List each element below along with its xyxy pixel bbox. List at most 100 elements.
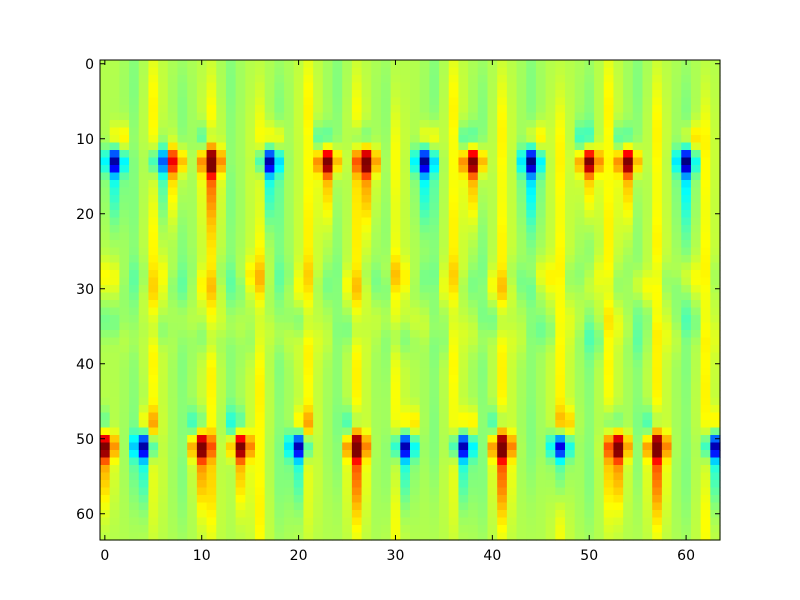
- heatmap-cell: [100, 105, 111, 114]
- heatmap-cell: [351, 255, 363, 264]
- heatmap-cell: [216, 97, 227, 106]
- heatmap-cell: [313, 165, 324, 174]
- heatmap-cell: [584, 510, 595, 519]
- heatmap-cell: [303, 255, 314, 264]
- heatmap-cell: [487, 397, 498, 406]
- heatmap-cell: [206, 337, 217, 346]
- heatmap-cell: [410, 465, 421, 474]
- heatmap-cell: [584, 465, 595, 474]
- heatmap-cell: [642, 510, 653, 519]
- heatmap-cell: [535, 412, 547, 421]
- heatmap-cell: [429, 157, 440, 166]
- heatmap-cell: [468, 427, 479, 436]
- heatmap-cell: [652, 225, 663, 234]
- heatmap-cell: [158, 457, 169, 466]
- heatmap-cell: [264, 210, 275, 219]
- heatmap-cell: [477, 307, 489, 316]
- heatmap-cell: [671, 202, 682, 211]
- heatmap-cell: [526, 240, 537, 249]
- heatmap-cell: [458, 525, 469, 534]
- heatmap-cell: [468, 337, 479, 346]
- heatmap-cell: [129, 262, 140, 271]
- heatmap-cell: [661, 427, 673, 436]
- heatmap-cell: [284, 195, 295, 204]
- heatmap-cell: [410, 217, 421, 226]
- heatmap-cell: [410, 202, 421, 211]
- heatmap-cell: [516, 240, 527, 249]
- heatmap-cell: [565, 315, 576, 324]
- heatmap-cell: [351, 135, 363, 144]
- heatmap-cell: [603, 435, 615, 444]
- heatmap-cell: [700, 285, 711, 294]
- heatmap-cell: [138, 240, 150, 249]
- heatmap-cell: [642, 60, 653, 69]
- heatmap-cell: [574, 457, 585, 466]
- heatmap-cell: [671, 487, 682, 496]
- heatmap-cell: [255, 510, 266, 519]
- heatmap-cell: [167, 330, 179, 339]
- heatmap-cell: [225, 465, 237, 474]
- heatmap-cell: [400, 330, 411, 339]
- heatmap-cell: [148, 442, 159, 451]
- heatmap-cell: [545, 127, 556, 136]
- heatmap-cell: [652, 457, 663, 466]
- heatmap-cell: [400, 232, 411, 241]
- heatmap-cell: [439, 427, 450, 436]
- heatmap-cell: [322, 525, 334, 534]
- heatmap-cell: [555, 225, 566, 234]
- heatmap-cell: [187, 367, 198, 376]
- heatmap-cell: [448, 517, 460, 526]
- heatmap-cell: [623, 247, 634, 256]
- heatmap-cell: [429, 202, 440, 211]
- heatmap-cell: [526, 67, 537, 76]
- heatmap-cell: [652, 67, 663, 76]
- heatmap-cell: [400, 135, 411, 144]
- heatmap-cell: [603, 180, 615, 189]
- heatmap-cell: [487, 277, 498, 286]
- heatmap-cell: [516, 315, 527, 324]
- heatmap-cell: [516, 225, 527, 234]
- heatmap-cell: [187, 277, 198, 286]
- heatmap-cell: [458, 157, 469, 166]
- heatmap-cell: [332, 307, 343, 316]
- heatmap-cell: [574, 337, 585, 346]
- heatmap-cell: [439, 382, 450, 391]
- heatmap-cell: [506, 195, 518, 204]
- heatmap-cell: [410, 375, 421, 384]
- heatmap-cell: [661, 390, 673, 399]
- heatmap-cell: [371, 465, 382, 474]
- heatmap-cell: [632, 127, 644, 136]
- heatmap-cell: [351, 97, 363, 106]
- heatmap-cell: [313, 142, 324, 151]
- heatmap-cell: [158, 442, 169, 451]
- heatmap-cell: [700, 142, 711, 151]
- heatmap-cell: [574, 142, 585, 151]
- heatmap-cell: [119, 465, 130, 474]
- heatmap-cell: [497, 210, 508, 219]
- heatmap-cell: [497, 405, 508, 414]
- heatmap-cell: [284, 382, 295, 391]
- heatmap-cell: [187, 292, 198, 301]
- heatmap-cell: [274, 315, 285, 324]
- heatmap-cell: [187, 487, 198, 496]
- heatmap-cell: [361, 60, 372, 69]
- heatmap-cell: [710, 442, 721, 451]
- heatmap-cell: [196, 150, 208, 159]
- heatmap-cell: [506, 120, 518, 129]
- heatmap-cell: [255, 82, 266, 91]
- heatmap-cell: [690, 120, 702, 129]
- heatmap-cell: [206, 292, 217, 301]
- heatmap-cell: [497, 322, 508, 331]
- heatmap-cell: [148, 75, 159, 84]
- heatmap-cell: [690, 525, 702, 534]
- heatmap-cell: [535, 270, 547, 279]
- heatmap-cell: [100, 67, 111, 76]
- heatmap-cell: [565, 390, 576, 399]
- heatmap-cell: [506, 457, 518, 466]
- heatmap-cell: [351, 172, 363, 181]
- heatmap-cell: [235, 510, 246, 519]
- heatmap-cell: [342, 525, 353, 534]
- heatmap-cell: [119, 382, 130, 391]
- heatmap-cell: [681, 165, 692, 174]
- heatmap-cell: [371, 315, 382, 324]
